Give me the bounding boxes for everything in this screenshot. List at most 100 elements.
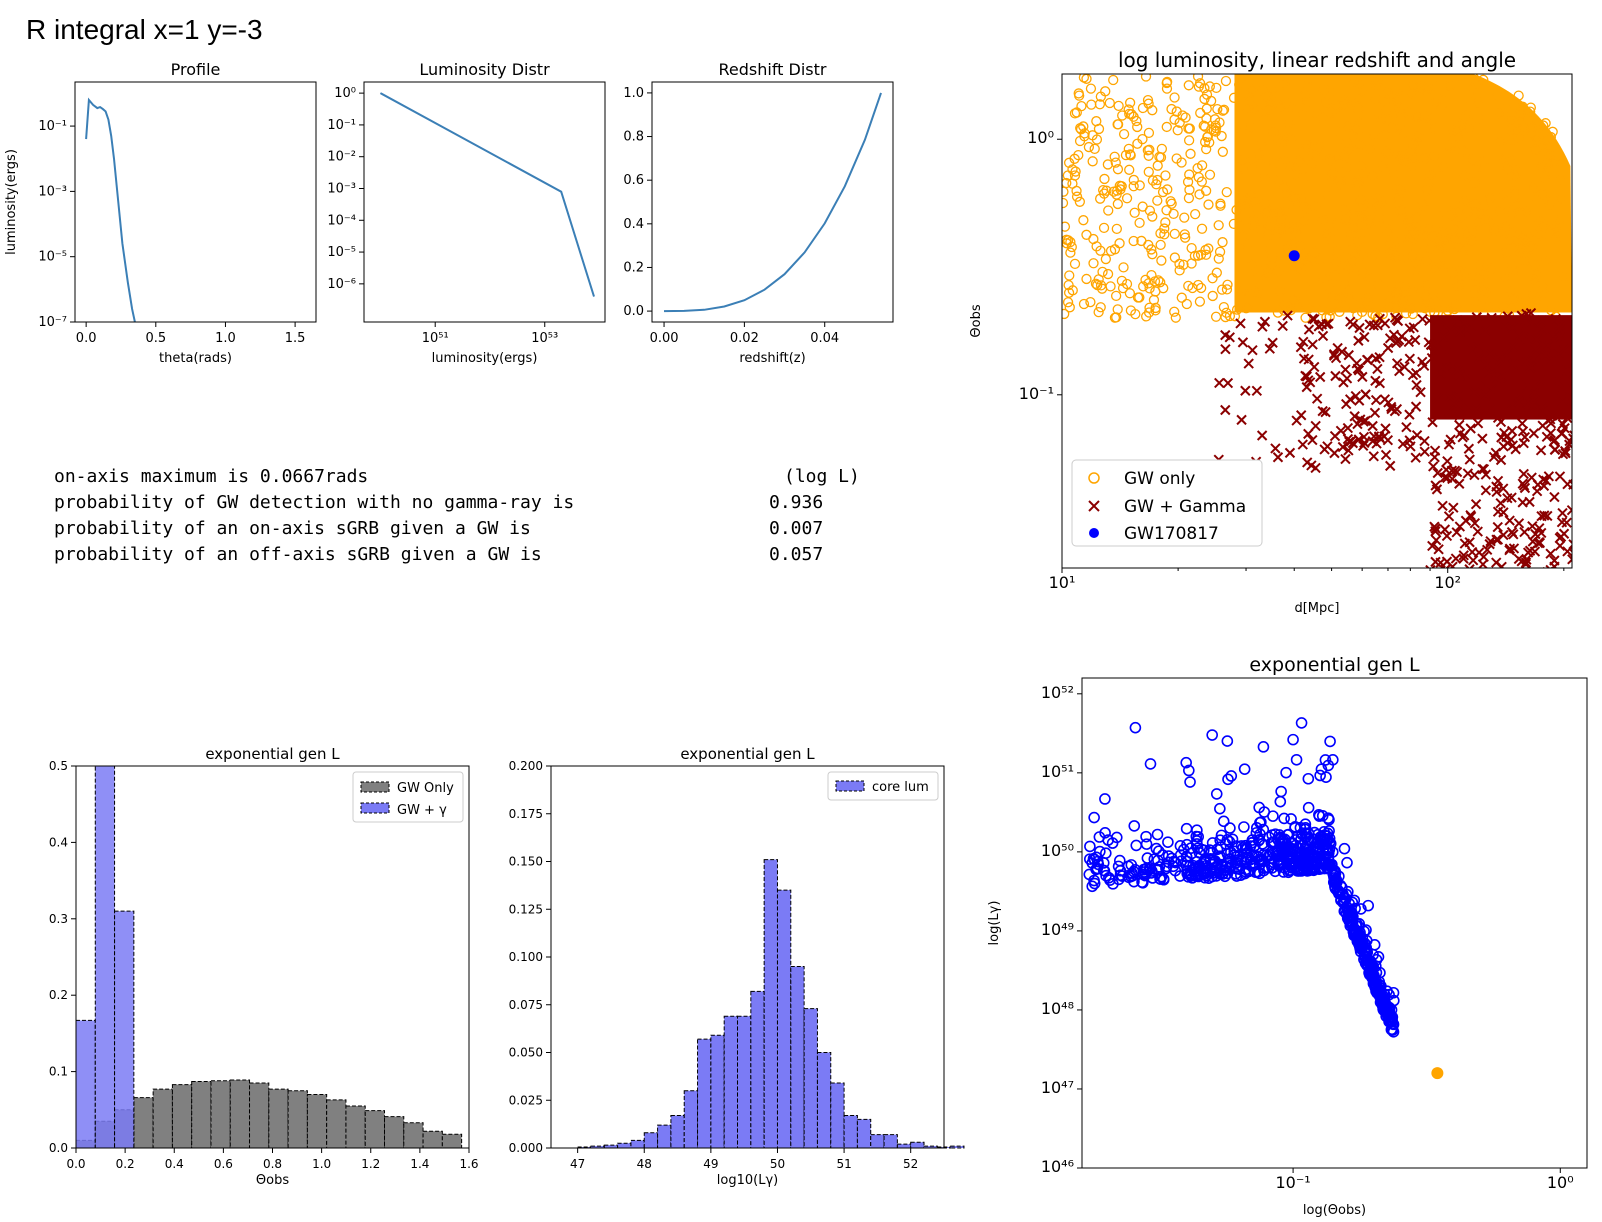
gw-only-point: [1074, 196, 1085, 207]
gw-gamma-point: [1557, 418, 1569, 430]
gw-only-point: [1177, 110, 1188, 121]
gw-only-point: [1337, 292, 1348, 303]
bar-gw-only: [210, 1080, 231, 1149]
gw-gamma-point: [1222, 377, 1234, 389]
gw-only-point: [1254, 287, 1265, 298]
gw-gamma-point: [1540, 349, 1551, 361]
gw-only-point: [1184, 169, 1195, 180]
data-point: [1302, 772, 1315, 785]
gw-only-point: [1065, 247, 1076, 258]
bar-gw-only: [229, 1079, 251, 1149]
gw-only-point: [1273, 227, 1284, 238]
gw-only-point: [1274, 174, 1285, 185]
bar-gw-only: [364, 1110, 386, 1149]
gw-gamma-point: [1403, 336, 1415, 348]
gw-only-point: [1343, 263, 1354, 275]
data-point: [1224, 822, 1236, 834]
gw-gamma-point: [1481, 544, 1493, 555]
gw-gamma-point: [1521, 356, 1533, 367]
x-tick-label: 52: [903, 1157, 918, 1171]
x-tick-label: 48: [637, 1157, 652, 1171]
gw-gamma-point: [1528, 428, 1540, 439]
gw-only-point: [1128, 181, 1139, 192]
gw-only-point: [1217, 105, 1228, 116]
data-point: [1084, 840, 1096, 853]
gw-gamma-point: [1491, 362, 1503, 374]
gw-gamma-point: [1463, 443, 1475, 454]
gw-gamma-point: [1524, 496, 1535, 508]
data-point: [1242, 865, 1255, 878]
gw-only-point: [1543, 138, 1554, 150]
gw-gamma-point: [1562, 478, 1572, 490]
data-point: [1217, 815, 1230, 828]
gw-only-point: [1195, 282, 1207, 294]
gw-only-point: [1349, 98, 1360, 109]
gw-only-point: [1373, 279, 1384, 290]
y-tick-label: 0.0: [49, 1141, 68, 1155]
gw-only-point: [1274, 222, 1285, 234]
plot-frame: [74, 81, 317, 323]
gw-only-point: [1176, 292, 1187, 303]
data-point: [1273, 829, 1286, 841]
gw-only-point: [1513, 90, 1524, 101]
gw-only-point: [1062, 197, 1069, 209]
gw-only-point: [1183, 80, 1194, 91]
gw-only-point: [1496, 135, 1507, 147]
gw-gamma-point: [1531, 485, 1543, 497]
gw-only-point: [1113, 100, 1124, 112]
gw-only-point: [1256, 139, 1267, 151]
gw-only-point: [1069, 153, 1080, 164]
gw-only-point: [1512, 125, 1523, 137]
gw-only-point: [1231, 204, 1242, 215]
gw-only-point: [1520, 251, 1532, 262]
gw-gamma-point: [1425, 339, 1437, 350]
gw-only-point: [1095, 91, 1106, 102]
gw-only-point: [1210, 311, 1222, 322]
x-tick-label: 1.2: [361, 1157, 380, 1171]
gw-gamma-point: [1471, 311, 1483, 323]
gw-gamma-point: [1411, 379, 1422, 391]
x-tick-label: 50: [770, 1157, 785, 1171]
gw-gamma-point: [1559, 445, 1571, 457]
data-point: [1374, 988, 1387, 1001]
data-point: [1299, 853, 1312, 865]
highlight-point: [1431, 1067, 1444, 1080]
gw-only-point: [1359, 227, 1370, 239]
gw-gamma-point: [1372, 363, 1383, 375]
gw-only-point: [1339, 278, 1351, 289]
gw-only-point: [1507, 134, 1518, 145]
gw-gamma-point: [1541, 431, 1553, 442]
gw-only-point: [1539, 194, 1550, 206]
gw-only-point: [1196, 223, 1208, 234]
gw-only-point: [1367, 308, 1378, 320]
gw-gamma-point: [1567, 376, 1572, 387]
gw-only-point: [1202, 132, 1213, 143]
legend-box: [1071, 459, 1263, 547]
gw-only-point: [1297, 110, 1309, 121]
gw-only-point: [1110, 290, 1122, 301]
gw-only-point: [1472, 78, 1483, 89]
gw-gamma-point: [1417, 356, 1428, 368]
gw-gamma-point: [1347, 319, 1359, 330]
legend-swatch-core-lum: [835, 780, 865, 792]
gw-only-point: [1334, 306, 1345, 317]
legend-box: [827, 771, 939, 801]
stats-block: on-axis maximum is 0.0667rads (log L) pr…: [54, 464, 860, 568]
gw-only-point: [1552, 226, 1564, 238]
gw-gamma-point: [1447, 561, 1458, 568]
gw-gamma-point: [1282, 310, 1293, 321]
gw-only-point: [1071, 191, 1083, 202]
gw-only-point: [1352, 124, 1364, 135]
gw-only-point: [1096, 283, 1108, 294]
gw-only-point: [1148, 294, 1160, 306]
gw-only-point: [1094, 99, 1106, 110]
gw-only-point: [1393, 154, 1405, 165]
gw-only-point: [1217, 237, 1228, 248]
gw-only-point: [1429, 81, 1441, 92]
gw-only-point: [1495, 205, 1506, 217]
gw-only-point: [1464, 124, 1475, 135]
gw-only-point: [1405, 221, 1416, 233]
bar-core-lum: [883, 1134, 898, 1149]
gw-only-point: [1471, 93, 1482, 104]
gw-only-point: [1442, 140, 1454, 151]
